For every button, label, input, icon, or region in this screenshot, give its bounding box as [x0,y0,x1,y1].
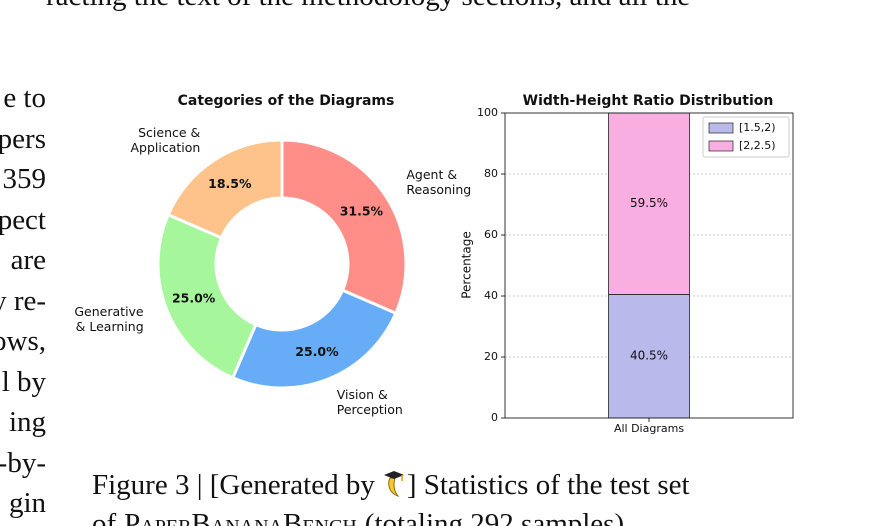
body-text: l by [1,365,46,398]
body-text: are [10,244,46,276]
y-tick-label: 20 [484,350,498,363]
caption-text: Figure 3 | [Generated by [92,469,375,501]
y-tick-label: 80 [484,167,498,180]
legend-swatch [708,122,734,134]
y-tick-label: 60 [484,228,498,241]
legend-label: [2,2.5) [739,139,776,152]
x-tick-label: All Diagrams [614,422,684,435]
y-tick-label: 40 [484,289,498,302]
legend-swatch [708,140,734,152]
y-axis-label: Percentage [460,231,474,299]
body-text: racting the text of the methodology sect… [46,0,690,13]
plot-frame [504,112,794,419]
donut-slice [230,288,398,390]
body-text: pers [0,122,46,155]
caption-text: (totaling 292 samples) [364,508,625,526]
legend-label: [1.5,2) [739,121,776,134]
category-label: Agent & Reasoning [406,167,472,198]
body-text: -by- [0,446,46,479]
value-label: 31.5% [340,203,384,218]
value-label: 25.0% [172,290,216,305]
value-label: 25.0% [295,344,339,359]
value-label: 59.5% [630,196,668,210]
chart-title: Width-Height Ratio Distribution [523,93,774,109]
caption-text: ] Statistics of the test set [406,469,690,501]
body-text: 359 [2,163,47,195]
category-label: Generative & Learning [74,303,144,334]
body-text: pect [0,203,46,236]
y-tick-label: 100 [477,106,498,119]
body-text: ows, [0,325,46,357]
donut-slice [280,138,408,316]
body-text: ing [8,406,46,438]
banana-icon [383,471,404,498]
benchmark-name: PaperBananaBench [124,508,357,526]
chart-title: Categories of the Diagrams [178,93,395,109]
caption-line: of PaperBananaBench (totaling 292 samples) [92,508,624,526]
donut-slice [156,212,258,380]
body-text: y re- [0,284,46,317]
y-tick-label: 0 [491,411,498,424]
bar-segment [608,112,690,295]
caption-text: of [92,508,117,526]
category-label: Vision & Perception [336,387,403,418]
value-label: 40.5% [630,349,668,363]
donut-slice [166,138,284,240]
bar-segment [608,294,690,419]
value-label: 18.5% [208,176,252,191]
category-label: Science & Application [130,124,201,155]
caption-line: Figure 3 | [Generated by ] Statistics of… [92,468,690,502]
body-text: e to [3,82,46,114]
body-text: gin [8,487,46,519]
